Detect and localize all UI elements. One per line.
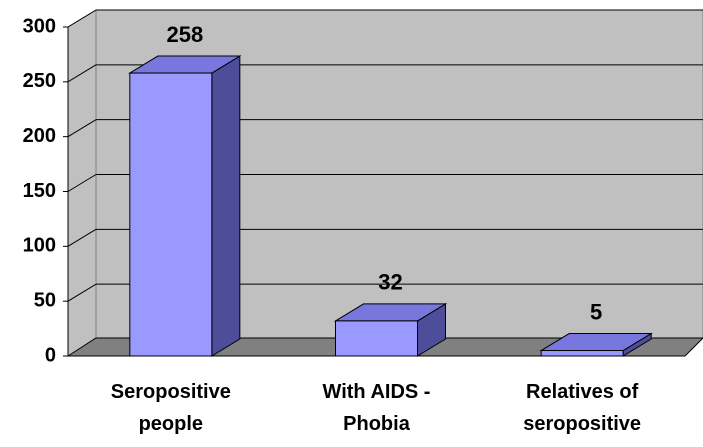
y-tick-label: 150 xyxy=(23,180,56,202)
y-tick-label: 250 xyxy=(23,70,56,92)
grid-line xyxy=(67,174,97,192)
data-label: 258 xyxy=(166,22,203,47)
bar xyxy=(335,320,418,357)
bar xyxy=(540,350,624,357)
data-label: 5 xyxy=(590,299,602,324)
grid-line xyxy=(67,119,97,138)
y-tick-label: 300 xyxy=(23,15,56,37)
grid-line xyxy=(67,64,97,83)
x-tick-label: Relatives of seropositive xyxy=(523,381,642,435)
y-tick-label: 0 xyxy=(45,344,56,366)
y-tick-label: 100 xyxy=(23,235,56,257)
y-tick-label: 50 xyxy=(34,289,56,311)
bar-side xyxy=(211,55,241,357)
x-tick-label: With AIDS - Phobia xyxy=(322,381,431,435)
grid-line xyxy=(67,283,97,302)
grid-line xyxy=(67,228,97,247)
x-tick-label: Seropositive people xyxy=(110,381,231,435)
data-label: 32 xyxy=(378,270,402,295)
grid-line xyxy=(67,9,97,28)
bar xyxy=(129,72,213,357)
y-tick-label: 200 xyxy=(23,125,56,147)
